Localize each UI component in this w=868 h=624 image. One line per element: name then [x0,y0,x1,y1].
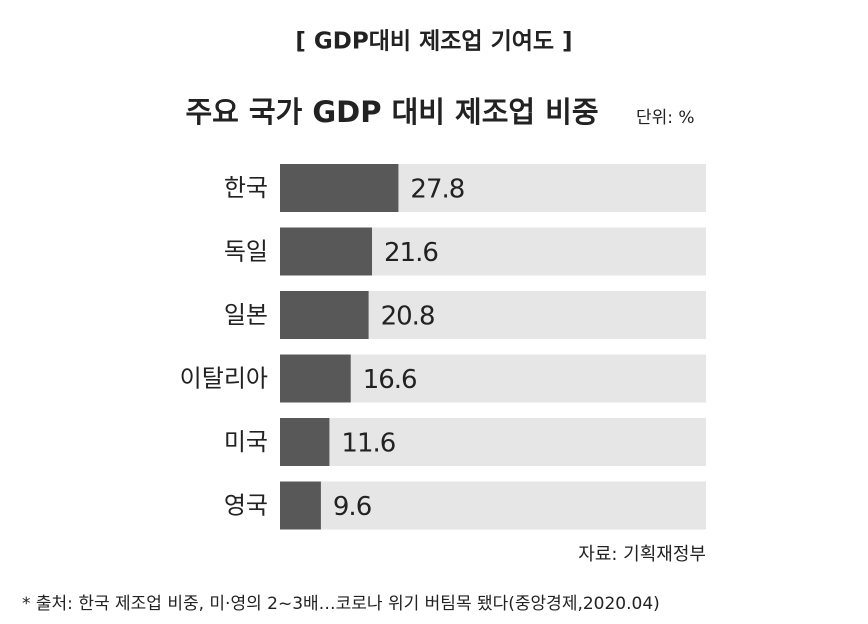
category-label: 미국 [224,428,268,456]
bar [280,164,399,212]
bar-track [280,481,706,530]
category-label: 한국 [224,174,268,202]
value-label: 21.6 [384,238,438,268]
value-label: 20.8 [381,302,435,332]
bar [280,481,321,530]
footnote: * 출처: 한국 제조업 비중, 미·영의 2~3배…코로나 위기 버팀목 됐다… [22,594,660,614]
chart-title: 주요 국가 GDP 대비 제조업 비중 [185,95,598,129]
value-label: 27.8 [410,175,464,205]
unit-label: 단위: % [636,108,695,128]
bar [280,354,351,403]
category-label: 일본 [224,301,268,329]
bar [280,291,369,339]
source: 자료: 기획재정부 [578,544,706,565]
bar-track [280,418,706,466]
value-label: 9.6 [333,492,371,522]
bar [280,227,373,276]
header: [ GDP대비 제조업 기여도 ] [295,29,572,55]
bar-track [280,354,706,403]
value-label: 11.6 [341,429,395,459]
category-label: 이탈리아 [180,365,268,393]
category-label: 독일 [224,238,268,266]
bar [280,418,330,466]
value-label: 16.6 [363,365,417,395]
category-label: 영국 [224,492,268,520]
